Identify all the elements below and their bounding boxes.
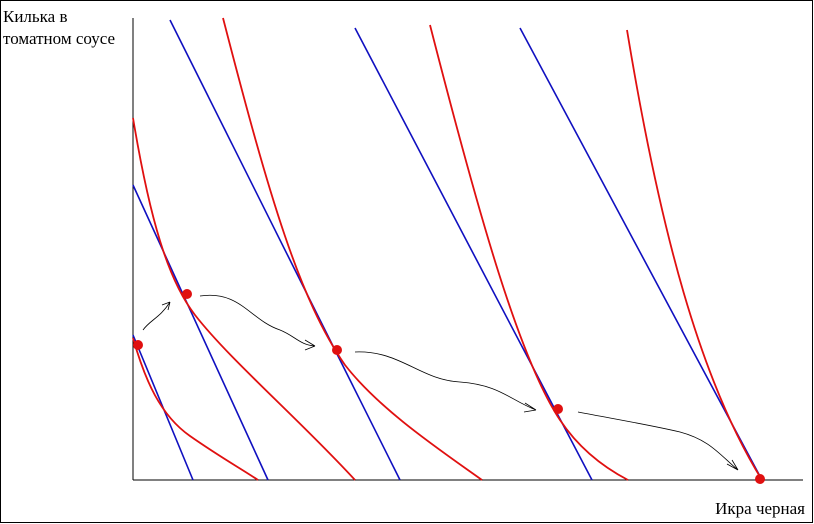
equilibrium-point	[332, 345, 342, 355]
arrow	[142, 301, 171, 331]
y-axis-label: томатном соусе	[3, 29, 115, 48]
budget-line	[132, 184, 269, 481]
budget-line	[169, 19, 401, 481]
equilibrium-point	[755, 474, 765, 484]
indifference-curves	[132, 17, 763, 481]
arrows	[142, 294, 739, 471]
indifference-curve	[222, 17, 483, 481]
indifference-curve	[429, 24, 629, 481]
indifference-curve	[132, 337, 259, 481]
budget-line	[354, 27, 593, 481]
indifference-curve	[132, 117, 356, 481]
tangency-points	[133, 289, 765, 484]
y-axis-label: Килька в	[3, 7, 68, 26]
x-axis-label: Икра черная	[715, 499, 805, 518]
indifference-curve	[626, 29, 763, 481]
equilibrium-point	[553, 404, 563, 414]
equilibrium-point	[182, 289, 192, 299]
arrow	[577, 411, 739, 471]
equilibrium-point	[133, 340, 143, 350]
arrow	[199, 294, 316, 351]
budget-line	[519, 27, 763, 481]
budget-lines	[132, 19, 763, 481]
arrow	[354, 351, 537, 413]
